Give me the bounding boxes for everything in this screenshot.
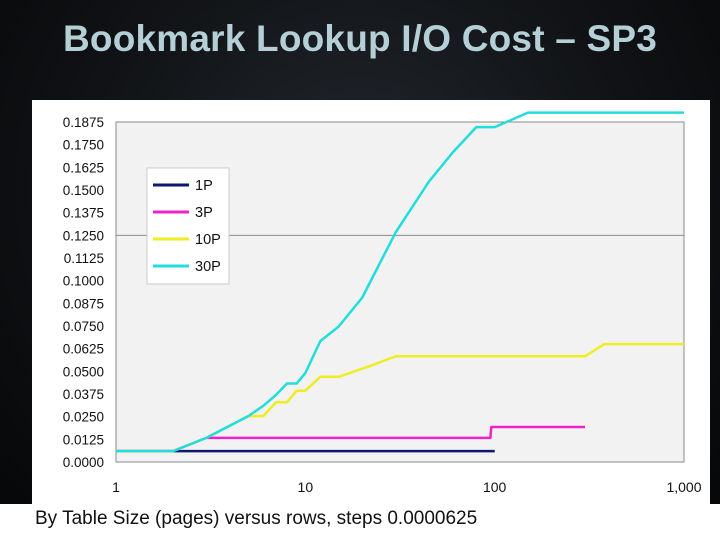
y-tick-label: 0.0625 xyxy=(63,342,104,357)
y-tick-label: 0.0750 xyxy=(63,319,104,334)
y-tick-label: 0.1875 xyxy=(63,115,104,130)
legend-label: 1P xyxy=(195,178,213,194)
chart-svg: 0.0000 0.0125 0.0250 0.0375 0.0500 0.0625 0.07… xyxy=(63,111,702,495)
y-tick-label: 0.0875 xyxy=(63,296,104,311)
y-tick-label: 0.0500 xyxy=(63,364,104,379)
line-chart: 0.0000 0.0125 0.0250 0.0375 0.0500 0.0625 0.07… xyxy=(32,100,710,505)
series-lines xyxy=(116,111,684,453)
footer-band xyxy=(0,504,720,540)
y-axis-ticks: 0.0000 0.0125 0.0250 0.0375 0.0500 0.0625 0.07… xyxy=(63,115,104,470)
caption: By Table Size (pages) versus rows, steps… xyxy=(35,508,478,529)
y-tick-label: 0.1000 xyxy=(63,274,104,289)
legend-label: 3P xyxy=(195,205,213,221)
y-tick-label: 0.0250 xyxy=(63,410,104,425)
x-tick-label: 10 xyxy=(298,479,314,495)
y-tick-label: 0.1500 xyxy=(63,183,104,198)
legend-label: 30P xyxy=(195,259,221,275)
y-tick-label: 0.0000 xyxy=(63,455,104,470)
x-tick-label: 1 xyxy=(112,479,120,495)
chart-legend: 1P 3P 10P 30P xyxy=(146,167,230,285)
y-tick-label: 0.1750 xyxy=(63,138,104,153)
y-tick-label: 0.0375 xyxy=(63,387,104,402)
x-axis-ticks: 1 10 100 1,000 xyxy=(112,479,702,495)
slide-title: Bookmark Lookup I/O Cost – SP3 xyxy=(62,18,657,59)
x-tick-label: 100 xyxy=(483,479,507,495)
legend-label: 10P xyxy=(195,232,221,248)
x-tick-label: 1,000 xyxy=(666,479,701,495)
y-tick-label: 0.1625 xyxy=(63,160,104,175)
y-tick-label: 0.1250 xyxy=(63,228,104,243)
series-line-30p xyxy=(116,111,684,453)
y-tick-label: 0.0125 xyxy=(63,432,104,447)
y-tick-label: 0.1125 xyxy=(64,251,104,266)
y-tick-label: 0.1375 xyxy=(63,206,104,221)
